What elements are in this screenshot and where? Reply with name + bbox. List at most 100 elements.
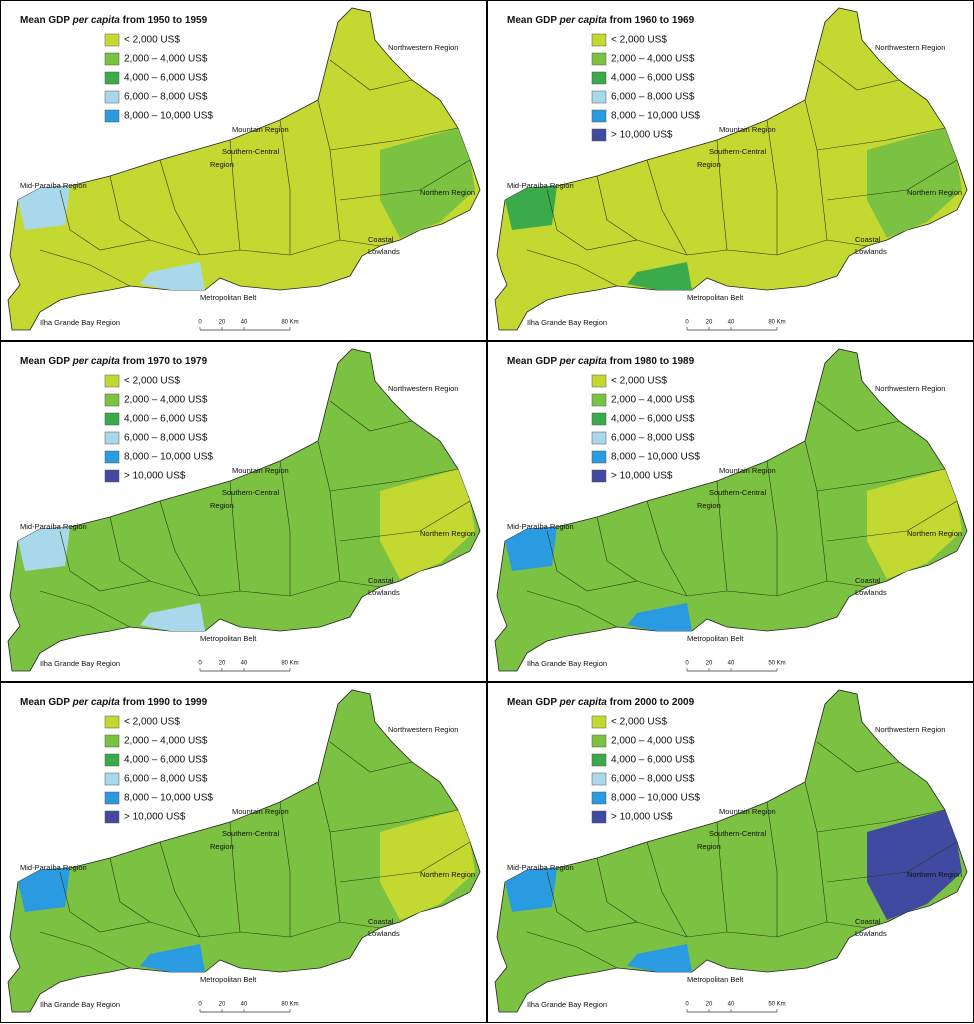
- region-label: Coastal: [368, 235, 394, 244]
- legend-swatch: [591, 734, 607, 748]
- municipality-boundary: [229, 821, 241, 933]
- region-label: Region: [697, 501, 721, 510]
- municipality-boundary: [109, 516, 151, 582]
- legend-label: 8,000 – 10,000 US$: [124, 793, 213, 804]
- legend-label: > 10,000 US$: [124, 812, 186, 823]
- region-label: Mountain Region: [719, 125, 776, 134]
- legend-swatch: [591, 33, 607, 47]
- region-label: Region: [697, 160, 721, 169]
- region-label: Lowlands: [855, 247, 887, 256]
- legend-label: 4,000 – 6,000 US$: [611, 73, 695, 84]
- title-part: from 1990 to 1999: [120, 697, 208, 708]
- municipality-area: [867, 128, 962, 238]
- region-label: Ilha Grande Bay Region: [40, 1000, 120, 1009]
- legend-swatch: [104, 810, 120, 824]
- legend-swatch: [591, 52, 607, 66]
- scale-label: 20: [706, 320, 713, 326]
- region-label: Southern-Central: [222, 829, 279, 838]
- legend-swatch: [591, 450, 607, 464]
- legend-label: 6,000 – 8,000 US$: [611, 774, 695, 785]
- municipality-area: [140, 944, 205, 972]
- scale-label: 0: [685, 1002, 689, 1008]
- legend-swatch: [104, 715, 120, 729]
- title-part: per capita: [559, 356, 608, 367]
- legend-label: > 10,000 US$: [611, 812, 673, 823]
- legend-swatch: [591, 772, 607, 786]
- legend-label: < 2,000 US$: [124, 35, 180, 46]
- legend-label: > 10,000 US$: [124, 471, 186, 482]
- scale-label: 40: [728, 320, 735, 326]
- legend-swatch: [591, 71, 607, 85]
- region-label: Southern-Central: [709, 829, 766, 838]
- region-label: Metropolitan Belt: [687, 293, 744, 302]
- legend-swatch: [104, 469, 120, 483]
- legend-label: 6,000 – 8,000 US$: [124, 774, 208, 785]
- region-label: Mountain Region: [232, 466, 289, 475]
- title-part: from 1950 to 1959: [120, 15, 208, 26]
- legend-swatch: [104, 772, 120, 786]
- region-label: Ilha Grande Bay Region: [527, 318, 607, 327]
- title-part: per capita: [559, 697, 608, 708]
- municipality-boundary: [766, 119, 778, 255]
- title-part: Mean GDP: [507, 15, 560, 26]
- region-label: Metropolitan Belt: [200, 293, 257, 302]
- scale-label: 40: [728, 1002, 735, 1008]
- region-label: Southern-Central: [222, 488, 279, 497]
- municipality-boundary: [526, 931, 618, 969]
- scale-label: 0: [685, 320, 689, 326]
- panel-title: Mean GDP per capita from 2000 to 2009: [507, 697, 695, 708]
- panel-title: Mean GDP per capita from 1970 to 1979: [20, 356, 208, 367]
- region-label: Mountain Region: [232, 807, 289, 816]
- region-label: Northern Region: [907, 529, 962, 538]
- panel-title: Mean GDP per capita from 1950 to 1959: [20, 15, 208, 26]
- region-label: Ilha Grande Bay Region: [527, 659, 607, 668]
- legend-label: 8,000 – 10,000 US$: [611, 111, 700, 122]
- legend-swatch: [104, 33, 120, 47]
- panel-title: Mean GDP per capita from 1960 to 1969: [507, 15, 695, 26]
- legend-label: < 2,000 US$: [611, 376, 667, 387]
- legend-label: 2,000 – 4,000 US$: [124, 395, 208, 406]
- legend-swatch: [104, 90, 120, 104]
- region-label: Southern-Central: [709, 488, 766, 497]
- region-label: Northern Region: [907, 870, 962, 879]
- region-label: Metropolitan Belt: [687, 975, 744, 984]
- legend-swatch: [104, 412, 120, 426]
- municipality-area: [380, 810, 475, 920]
- legend-label: 6,000 – 8,000 US$: [124, 92, 208, 103]
- legend-swatch: [591, 128, 607, 142]
- legend-swatch: [591, 753, 607, 767]
- region-label: Northwestern Region: [388, 725, 458, 734]
- municipality-boundary: [766, 460, 778, 596]
- municipality-boundary: [279, 119, 291, 255]
- municipality-boundary: [339, 841, 471, 883]
- region-label: Mountain Region: [719, 807, 776, 816]
- panel-title: Mean GDP per capita from 1980 to 1989: [507, 356, 695, 367]
- scale-label: 20: [219, 320, 226, 326]
- legend-label: 2,000 – 4,000 US$: [124, 54, 208, 65]
- municipality-area: [867, 469, 962, 579]
- map-panel: Mean GDP per capita from 1980 to 1989 < 2…: [487, 341, 974, 682]
- region-label: Lowlands: [368, 588, 400, 597]
- scale-label: 80 Km: [768, 320, 785, 326]
- municipality-boundary: [229, 139, 241, 251]
- municipality-boundary: [229, 480, 241, 592]
- municipality-boundary: [159, 159, 201, 256]
- title-part: from 1970 to 1979: [120, 356, 208, 367]
- municipality-boundary: [329, 127, 459, 151]
- municipality-boundary: [339, 500, 471, 542]
- region-label: Mid-Paraíba Region: [507, 522, 574, 531]
- region-label: Northern Region: [420, 188, 475, 197]
- municipality-boundary: [716, 139, 728, 251]
- scale-label: 40: [241, 320, 248, 326]
- region-label: Coastal: [855, 235, 881, 244]
- municipality-boundary: [816, 400, 900, 432]
- municipality-boundary: [329, 400, 413, 432]
- legend-swatch: [104, 734, 120, 748]
- title-part: per capita: [72, 15, 121, 26]
- scale-label: 40: [241, 661, 248, 667]
- municipality-area: [505, 868, 557, 912]
- municipality-area: [867, 810, 962, 920]
- scale-label: 20: [219, 1002, 226, 1008]
- legend-swatch: [104, 431, 120, 445]
